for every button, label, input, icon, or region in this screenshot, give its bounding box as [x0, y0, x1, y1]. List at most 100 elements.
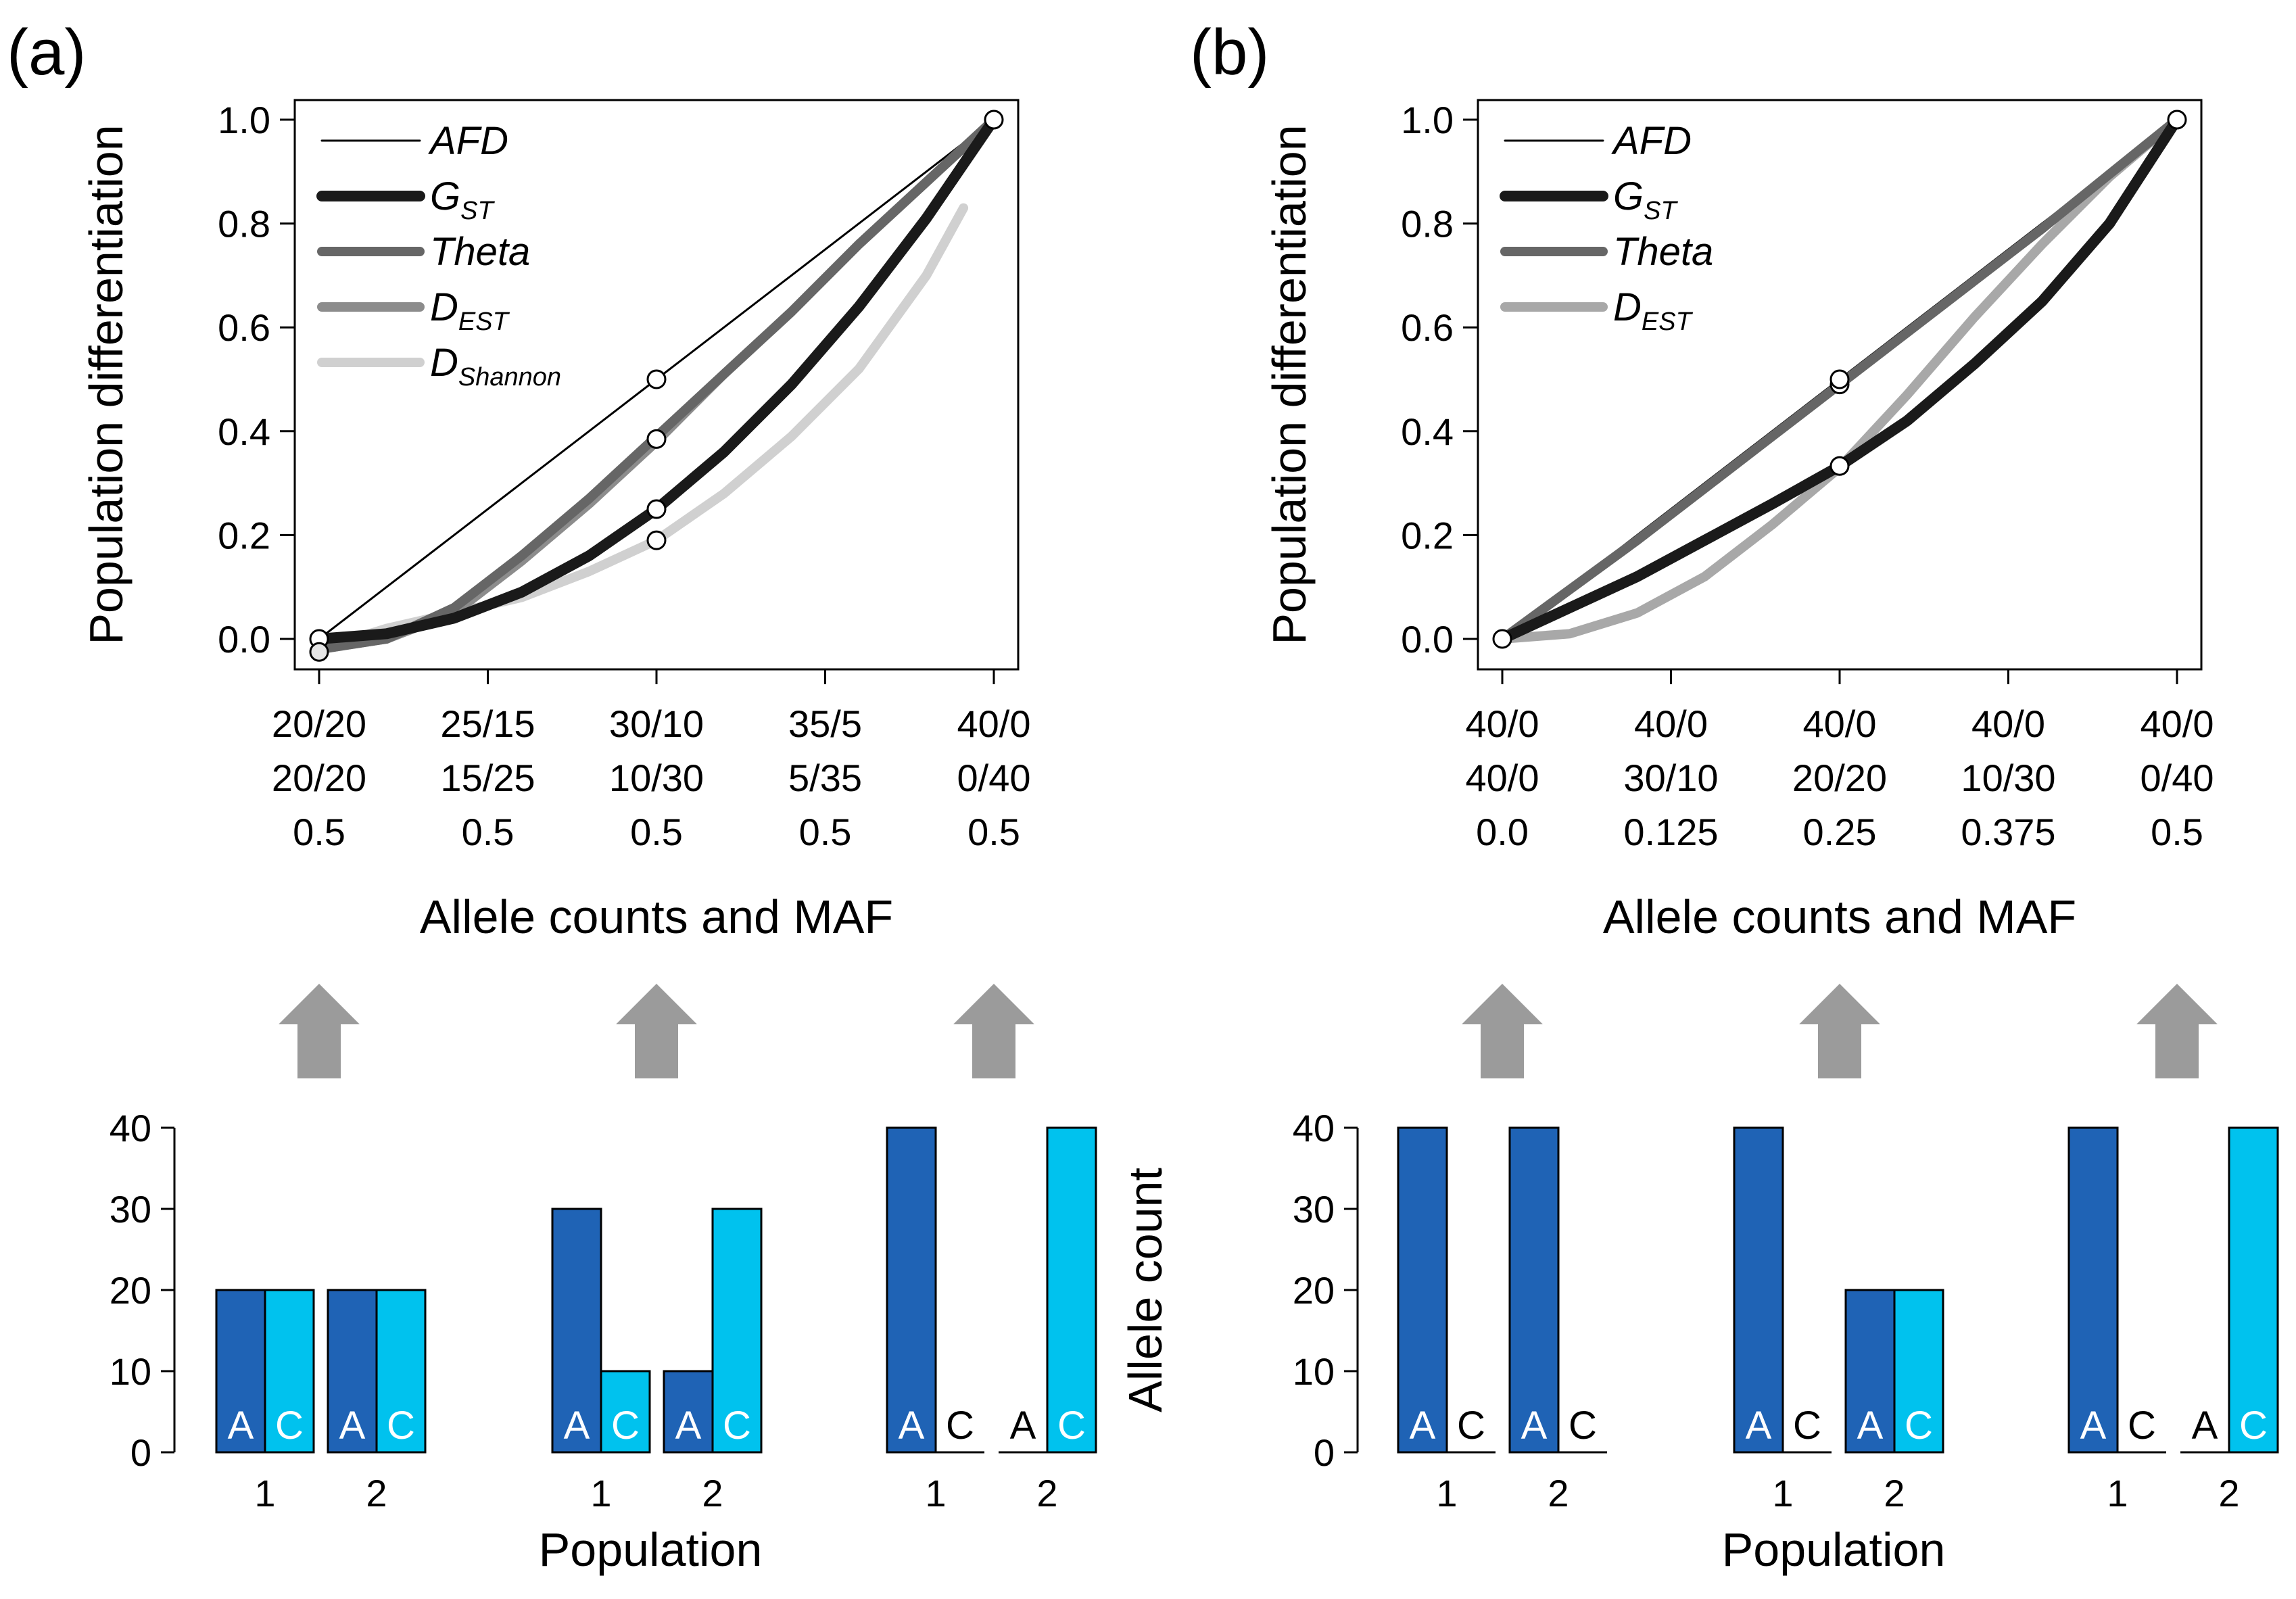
x-tick-label: 40/0: [957, 702, 1031, 745]
x-tick-label: 25/15: [440, 702, 535, 745]
bar-a: [663, 1370, 714, 1454]
y-tick-label: 0.0: [218, 618, 270, 661]
legend-label: GST: [430, 174, 495, 225]
y-tick-label: 0.0: [1401, 618, 1454, 661]
bar-a: [327, 1289, 378, 1454]
bar-c: [2228, 1126, 2279, 1454]
x-tick-label: 0.375: [1961, 811, 2055, 853]
data-point: [984, 110, 1004, 130]
y-tick-label: 20: [1293, 1269, 1335, 1312]
data-point: [2167, 110, 2187, 130]
legend-label: DShannon: [430, 341, 561, 391]
up-arrow-icon: [616, 984, 697, 1078]
x-tick-label: 0.5: [2151, 811, 2203, 853]
legend-label: GST: [1613, 174, 1678, 225]
x-tick-label: 0.5: [967, 811, 1020, 853]
panel-label-b: (b): [1190, 16, 1269, 89]
population-label: 1: [590, 1472, 611, 1514]
y-tick-label: 10: [1293, 1350, 1335, 1393]
x-tick-label: 20/20: [272, 757, 366, 799]
allele-label: C: [1793, 1404, 1821, 1448]
x-tick-label: 0/40: [2140, 757, 2214, 799]
allele-label: C: [1057, 1404, 1086, 1448]
allele-label: A: [1010, 1404, 1036, 1448]
x-tick-label: 10/30: [609, 757, 704, 799]
allele-label: C: [275, 1404, 304, 1448]
y-axis-title: Population differentiation: [80, 124, 133, 644]
up-arrow-icon: [1462, 984, 1543, 1078]
data-point: [309, 642, 329, 662]
x-tick-label: 15/25: [440, 757, 535, 799]
x-tick-label: 0.5: [630, 811, 683, 853]
bar-a: [1397, 1126, 1448, 1454]
bar-a: [1844, 1289, 1896, 1454]
allele-label: A: [339, 1404, 366, 1448]
up-arrow-icon: [279, 984, 360, 1078]
bar-c: [375, 1289, 427, 1454]
y-tick-label: 1.0: [1401, 99, 1454, 141]
up-arrow-icon: [953, 984, 1034, 1078]
x-axis-title: Population: [1722, 1523, 1946, 1576]
y-tick-label: 40: [1293, 1107, 1335, 1149]
data-point: [1829, 369, 1850, 389]
y-tick-label: 30: [110, 1188, 151, 1231]
legend-label: DEST: [430, 285, 510, 336]
y-axis-title: Allele count: [1119, 1168, 1172, 1412]
allele-label: A: [1410, 1404, 1436, 1448]
y-tick-label: 0: [1314, 1431, 1335, 1474]
x-tick-label: 0.0: [1476, 811, 1529, 853]
y-tick-label: 10: [110, 1350, 151, 1393]
x-tick-label: 20/20: [272, 702, 366, 745]
bar-c: [711, 1208, 763, 1454]
population-label: 2: [366, 1472, 387, 1514]
x-tick-label: 40/0: [1466, 757, 1539, 799]
x-tick-label: 35/5: [788, 702, 862, 745]
series-line-dshannon: [314, 203, 969, 654]
x-tick-label: 0.5: [799, 811, 852, 853]
population-label: 2: [1548, 1472, 1569, 1514]
data-point: [646, 499, 667, 519]
allele-label: C: [387, 1404, 415, 1448]
x-tick-label: 0.5: [293, 811, 345, 853]
y-tick-label: 0.2: [218, 514, 270, 556]
line-chart-b: 0.0 0.2 0.4 0.6 0.8 1.0 40/0 40/0 0.0 40/0 30/10 0.…: [1263, 99, 2214, 943]
x-axis-title: Population: [539, 1523, 763, 1576]
y-tick-label: 1.0: [218, 99, 270, 141]
y-tick-label: 0.8: [1401, 203, 1454, 245]
y-tick-label: 0.6: [218, 306, 270, 349]
y-tick-label: 0.8: [218, 203, 270, 245]
population-label: 1: [925, 1472, 946, 1514]
allele-label: C: [1569, 1404, 1597, 1448]
x-tick-label: 40/0: [1634, 702, 1708, 745]
x-tick-label: 5/35: [788, 757, 862, 799]
y-axis-title: Population differentiation: [1263, 124, 1316, 644]
x-tick-label: 0.5: [462, 811, 515, 853]
population-label: 2: [1036, 1472, 1057, 1514]
y-tick-label: 0.2: [1401, 514, 1454, 556]
data-point: [1829, 456, 1850, 476]
y-tick-label: 20: [110, 1269, 151, 1312]
allele-label: A: [899, 1404, 925, 1448]
legend-label: AFD: [1611, 119, 1692, 163]
x-tick-label: 10/30: [1961, 757, 2055, 799]
y-tick-label: 0.4: [1401, 410, 1454, 453]
legend-label: Theta: [1613, 230, 1713, 274]
population-label: 2: [1884, 1472, 1905, 1514]
population-label: 2: [2218, 1472, 2239, 1514]
legend-label: DEST: [1613, 285, 1694, 336]
population-label: 1: [1436, 1472, 1457, 1514]
bar-c: [264, 1289, 315, 1454]
population-label: 1: [254, 1472, 275, 1514]
up-arrow-icon: [1799, 984, 1880, 1078]
y-tick-label: 0.6: [1401, 306, 1454, 349]
x-axis-title: Allele counts and MAF: [1603, 890, 2076, 943]
allele-label: A: [564, 1404, 590, 1448]
x-tick-label: 20/20: [1792, 757, 1887, 799]
bar-a: [886, 1126, 937, 1454]
allele-label: A: [2080, 1404, 2107, 1448]
x-tick-label: 40/0: [1803, 702, 1877, 745]
bar-c: [1046, 1126, 1097, 1454]
